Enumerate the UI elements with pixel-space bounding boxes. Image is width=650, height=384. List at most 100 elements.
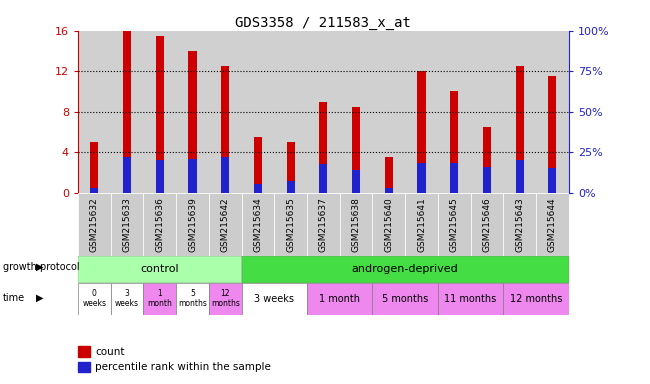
- Bar: [340, 31, 372, 193]
- Bar: [503, 283, 569, 315]
- Bar: [221, 157, 229, 193]
- Bar: [438, 283, 503, 315]
- Text: 3
weeks: 3 weeks: [115, 289, 139, 308]
- Bar: [287, 142, 294, 193]
- Bar: [372, 31, 405, 193]
- Bar: [274, 193, 307, 255]
- Bar: [438, 193, 471, 255]
- Bar: [471, 31, 503, 193]
- Bar: [515, 160, 524, 193]
- Text: 12
months: 12 months: [211, 289, 240, 308]
- Text: ▶: ▶: [36, 293, 44, 303]
- Text: 1
month: 1 month: [148, 289, 172, 308]
- Text: GSM215646: GSM215646: [482, 198, 491, 252]
- Text: GSM215643: GSM215643: [515, 198, 524, 252]
- Bar: [242, 283, 307, 315]
- Bar: [307, 31, 340, 193]
- Bar: [274, 31, 307, 193]
- Bar: [450, 164, 458, 193]
- Bar: [176, 31, 209, 193]
- Bar: [78, 255, 242, 283]
- Text: GSM215644: GSM215644: [548, 198, 557, 252]
- Bar: [209, 31, 242, 193]
- Bar: [319, 164, 328, 193]
- Bar: [503, 193, 536, 255]
- Bar: [352, 107, 360, 193]
- Text: count: count: [95, 347, 124, 357]
- Bar: [242, 193, 274, 255]
- Bar: [254, 184, 262, 193]
- Bar: [123, 31, 131, 193]
- Bar: [111, 283, 144, 315]
- Text: 12 months: 12 months: [510, 294, 562, 304]
- Text: GSM215641: GSM215641: [417, 198, 426, 252]
- Bar: [176, 193, 209, 255]
- Text: growth protocol: growth protocol: [3, 262, 80, 272]
- Bar: [503, 31, 536, 193]
- Text: GSM215636: GSM215636: [155, 198, 164, 253]
- Bar: [242, 255, 569, 283]
- Text: time: time: [3, 293, 25, 303]
- Bar: [417, 164, 426, 193]
- Text: GSM215634: GSM215634: [254, 198, 263, 252]
- Text: 1 month: 1 month: [319, 294, 360, 304]
- Bar: [307, 283, 372, 315]
- Text: 11 months: 11 months: [445, 294, 497, 304]
- Bar: [549, 168, 556, 193]
- Bar: [156, 160, 164, 193]
- Text: control: control: [0, 383, 1, 384]
- Bar: [123, 157, 131, 193]
- Bar: [111, 193, 144, 255]
- Bar: [352, 170, 360, 193]
- Bar: [471, 193, 503, 255]
- Title: GDS3358 / 211583_x_at: GDS3358 / 211583_x_at: [235, 16, 411, 30]
- Bar: [483, 167, 491, 193]
- Text: 5 months: 5 months: [382, 294, 428, 304]
- Bar: [90, 188, 98, 193]
- Text: control: control: [140, 264, 179, 274]
- Bar: [78, 283, 111, 315]
- Text: percentile rank within the sample: percentile rank within the sample: [95, 362, 271, 372]
- Bar: [209, 283, 242, 315]
- Bar: [385, 157, 393, 193]
- Bar: [319, 101, 328, 193]
- Bar: [307, 193, 340, 255]
- Bar: [111, 31, 144, 193]
- Text: GSM215640: GSM215640: [384, 198, 393, 252]
- Bar: [340, 193, 372, 255]
- Bar: [483, 127, 491, 193]
- Bar: [242, 31, 274, 193]
- Bar: [144, 193, 176, 255]
- Bar: [405, 193, 438, 255]
- Bar: [515, 66, 524, 193]
- Bar: [221, 66, 229, 193]
- Bar: [144, 31, 176, 193]
- Bar: [176, 283, 209, 315]
- Bar: [188, 51, 196, 193]
- Bar: [385, 188, 393, 193]
- Bar: [536, 193, 569, 255]
- Bar: [78, 31, 111, 193]
- Bar: [417, 71, 426, 193]
- Text: androgen-deprived: androgen-deprived: [352, 264, 458, 274]
- Text: GSM215642: GSM215642: [221, 198, 229, 252]
- Text: GSM215635: GSM215635: [286, 198, 295, 253]
- Bar: [372, 193, 405, 255]
- Bar: [405, 31, 438, 193]
- Bar: [156, 36, 164, 193]
- Text: 5
months: 5 months: [178, 289, 207, 308]
- Bar: [450, 91, 458, 193]
- Text: GSM215637: GSM215637: [319, 198, 328, 253]
- Text: GSM215645: GSM215645: [450, 198, 459, 252]
- Bar: [254, 137, 262, 193]
- Text: ▶: ▶: [36, 262, 44, 272]
- Text: 3 weeks: 3 weeks: [254, 294, 294, 304]
- Text: GSM215632: GSM215632: [90, 198, 99, 252]
- Text: GSM215639: GSM215639: [188, 198, 197, 253]
- Bar: [188, 159, 196, 193]
- Bar: [90, 142, 98, 193]
- Bar: [78, 193, 111, 255]
- Bar: [536, 31, 569, 193]
- Bar: [209, 193, 242, 255]
- Bar: [144, 283, 176, 315]
